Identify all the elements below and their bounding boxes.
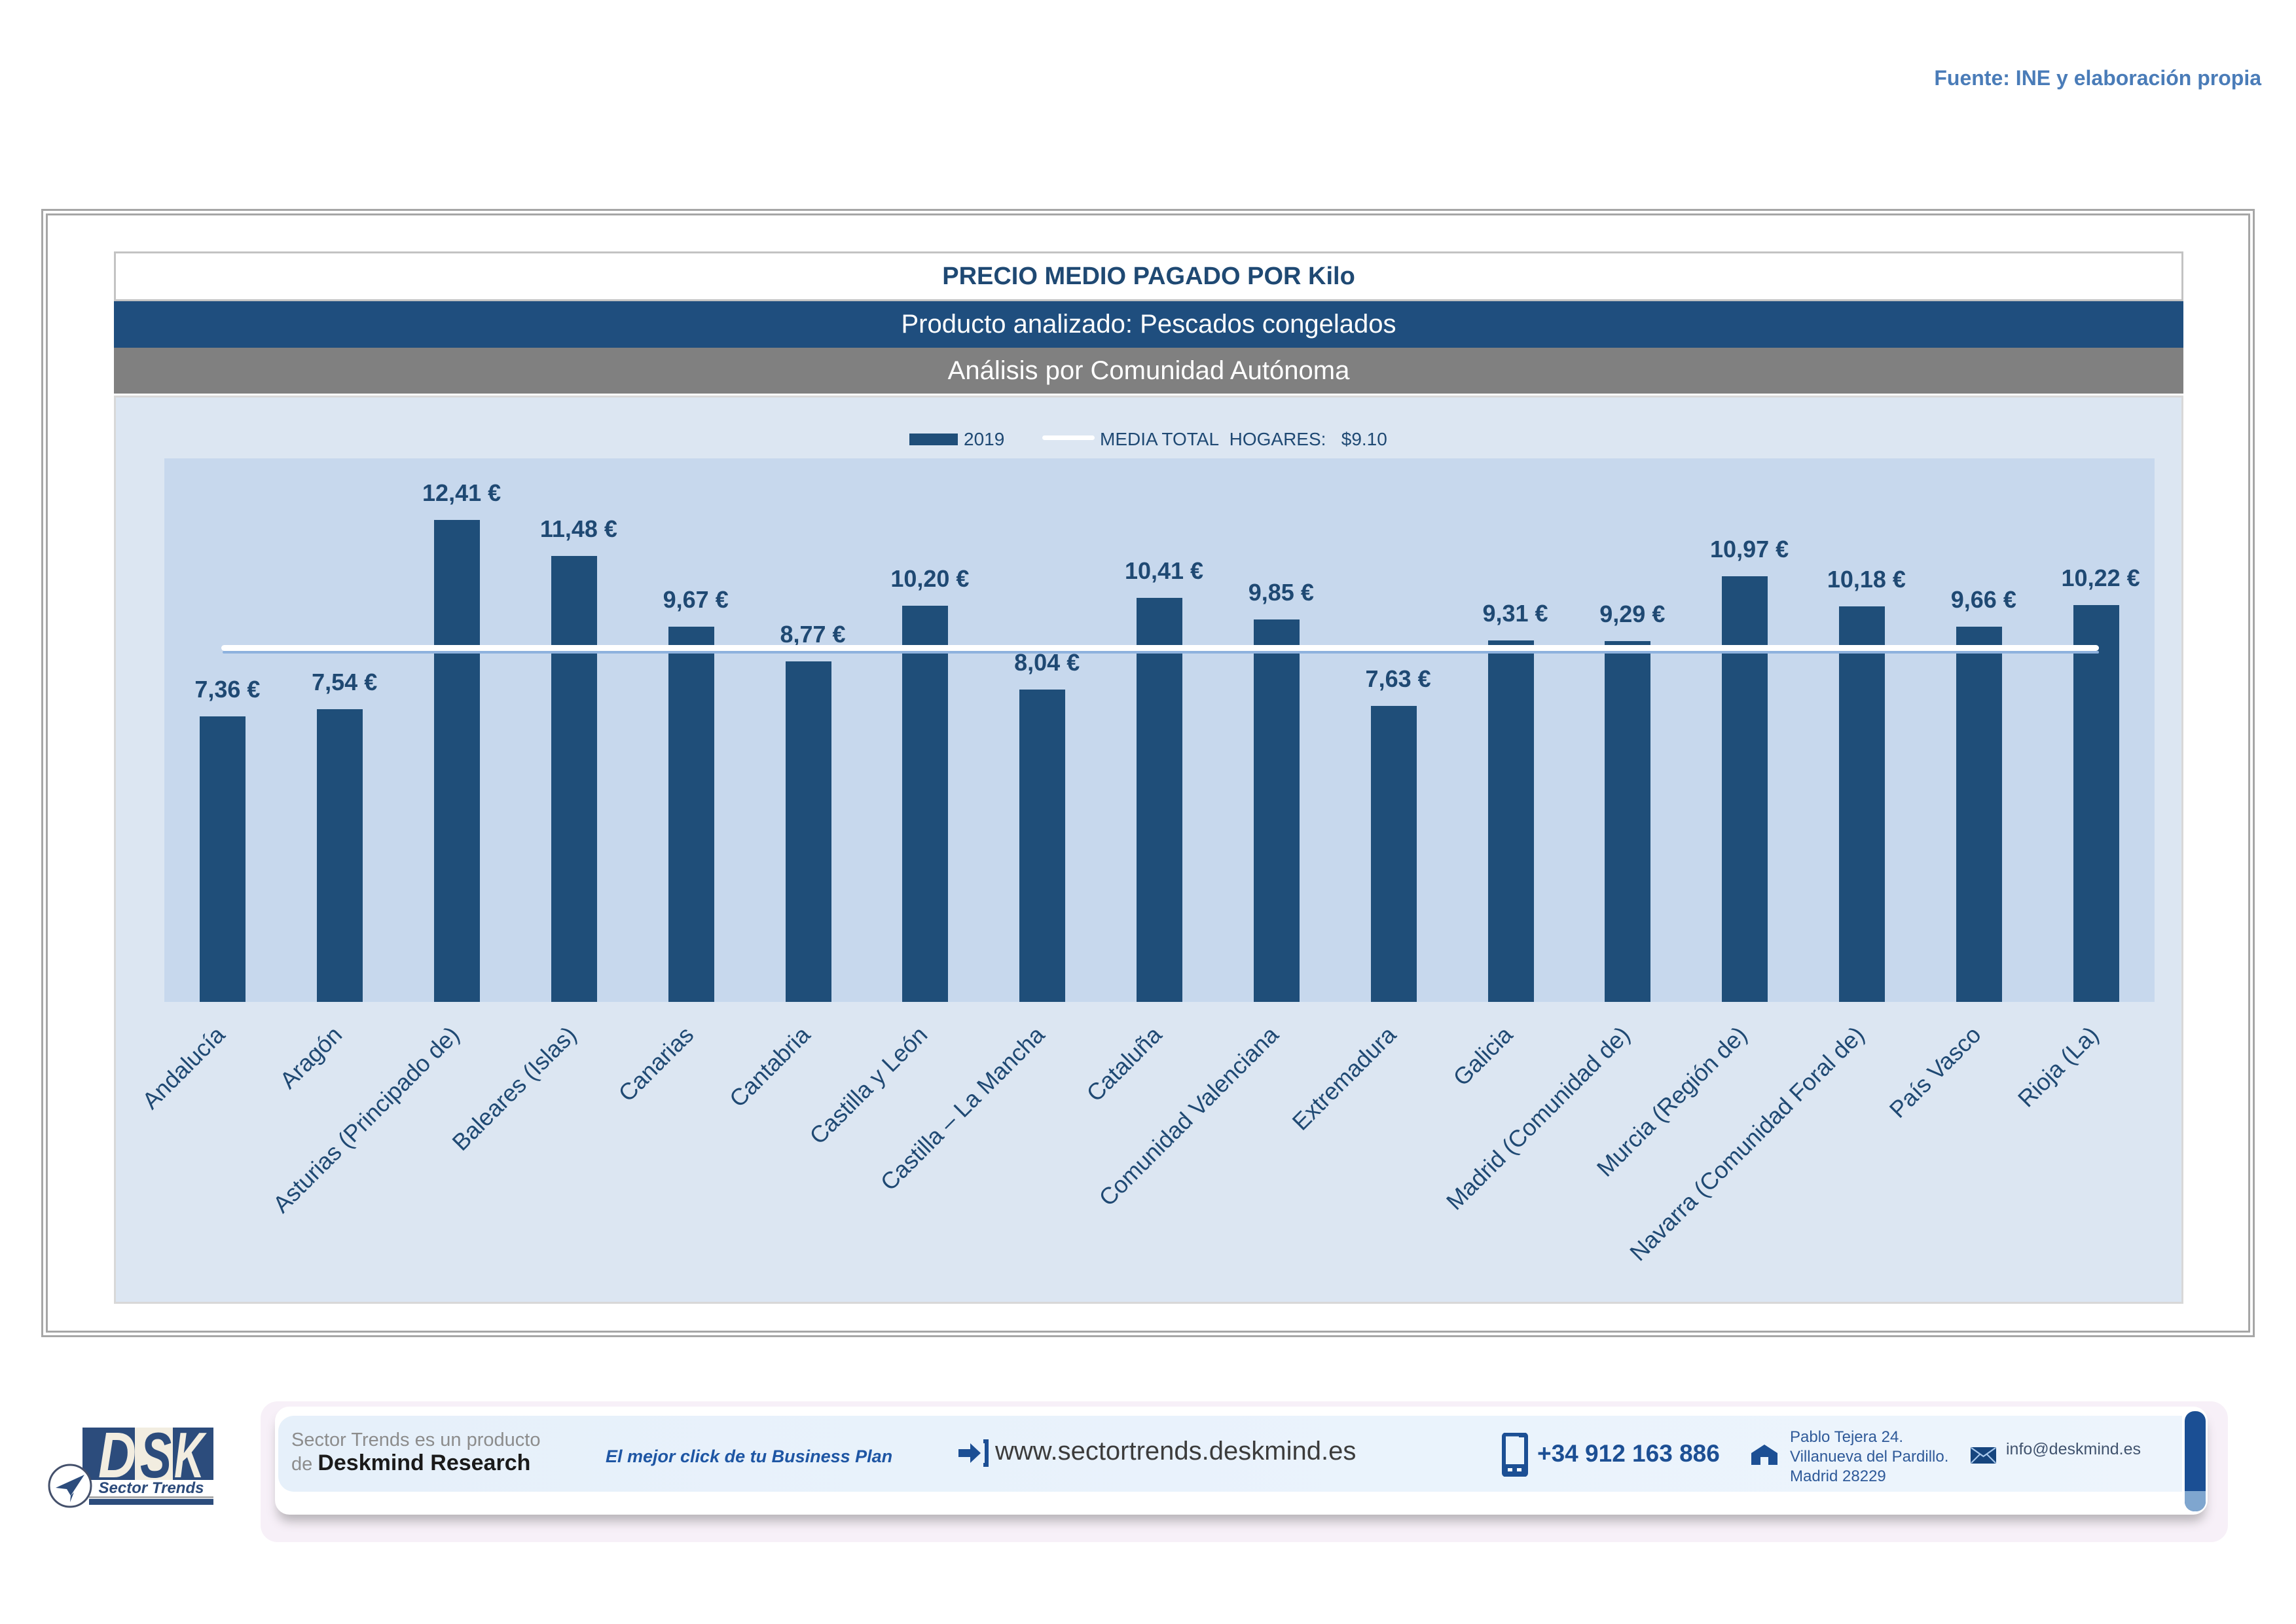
svg-text:K: K (174, 1428, 207, 1480)
svg-text:S: S (140, 1428, 172, 1480)
svg-text:D: D (98, 1428, 136, 1480)
